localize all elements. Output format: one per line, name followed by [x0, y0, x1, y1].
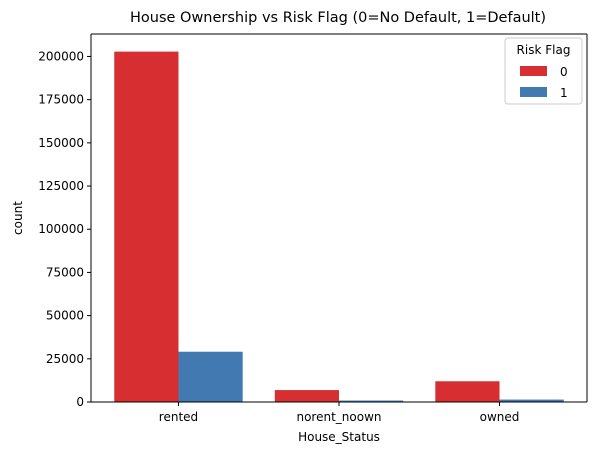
- y-tick-label: 0: [76, 395, 84, 409]
- y-tick-label: 200000: [38, 49, 84, 63]
- legend-swatch-0: [520, 66, 547, 76]
- bar-rented-risk-1: [178, 352, 242, 402]
- bar-owned-risk-0: [435, 381, 499, 402]
- y-axis-ticks: 0 25000 50000 75000 100000 125000 150000 175000…: [38, 49, 91, 409]
- y-tick-label: 75000: [46, 265, 84, 279]
- bars-group: [114, 52, 563, 402]
- x-axis-label: House_Status: [298, 430, 380, 444]
- x-tick-label: norent_noown: [296, 410, 381, 424]
- chart-title: House Ownership vs Risk Flag (0=No Defau…: [130, 10, 546, 26]
- x-axis-ticks: rented norent_noown owned: [159, 402, 520, 424]
- y-tick-label: 25000: [46, 352, 84, 366]
- x-tick-label: rented: [159, 410, 198, 424]
- x-tick-label: owned: [480, 410, 520, 424]
- bar-rented-risk-0: [114, 52, 178, 402]
- legend: Risk Flag 0 1: [505, 38, 582, 104]
- y-tick-label: 175000: [38, 93, 84, 107]
- y-tick-label: 50000: [46, 309, 84, 323]
- legend-label-0: 0: [560, 65, 568, 79]
- bar-norent_noown-risk-0: [275, 390, 339, 402]
- y-tick-label: 100000: [38, 222, 84, 236]
- legend-swatch-1: [520, 87, 547, 97]
- y-axis-label: count: [11, 201, 25, 235]
- y-tick-label: 150000: [38, 136, 84, 150]
- legend-title: Risk Flag: [517, 43, 571, 57]
- legend-label-1: 1: [560, 86, 568, 100]
- y-tick-label: 125000: [38, 179, 84, 193]
